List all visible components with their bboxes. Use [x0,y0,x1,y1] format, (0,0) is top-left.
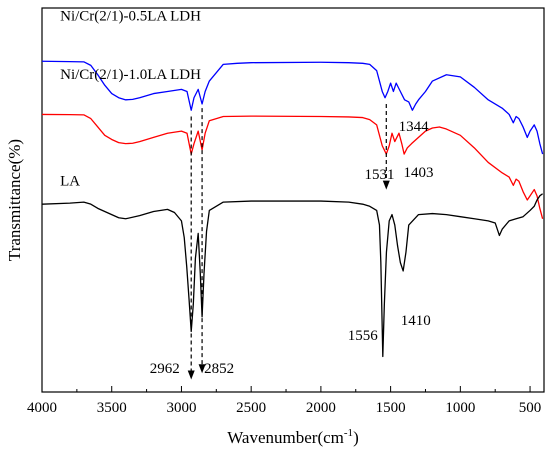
x-tick-label: 1500 [376,400,406,416]
x-tick-label: 3500 [97,400,127,416]
plot-frame [41,7,545,393]
arrow-head-2 [382,180,390,190]
x-tick-label: 500 [519,400,542,416]
dashed-arrows [187,104,390,380]
peak-label-2852: 2852 [204,361,234,377]
series-layer [41,60,544,358]
x-axis-ticks: 4000 3500 3000 2500 2000 1500 1000 500 [27,386,541,416]
x-axis-title: Wavenumber(cm-1) [227,427,358,447]
series-labels: Ni/Cr(2/1)-0.5LA LDH Ni/Cr(2/1)-1.0LA LDH… [60,9,201,190]
series-label-0: Ni/Cr(2/1)-0.5LA LDH [60,9,201,25]
x-tick-label: 2000 [306,400,336,416]
peak-label-1403: 1403 [404,165,434,181]
arrow-head-1 [198,364,206,374]
series-label-2: LA [60,173,80,189]
series-line-0 [41,60,544,155]
peak-label-1344: 1344 [399,119,430,135]
x-tick-label: 1000 [445,400,475,416]
arrow-head-0 [187,370,195,380]
series-line-1 [41,113,544,219]
series-label-1: Ni/Cr(2/1)-1.0LA LDH [60,67,201,83]
peak-label-1531: 1531 [364,167,394,183]
x-tick-label: 4000 [27,400,57,416]
peak-label-2962: 2962 [150,361,180,377]
peak-label-1410: 1410 [401,313,431,329]
x-tick-label: 2500 [236,400,266,416]
y-axis-title: Transmittance(%) [5,139,24,261]
peak-annotations: 1344 1531 1403 1556 1410 2962 2852 [150,119,434,377]
x-tick-label: 3000 [166,400,196,416]
series-line-2 [41,193,543,358]
peak-label-1556: 1556 [348,328,379,344]
